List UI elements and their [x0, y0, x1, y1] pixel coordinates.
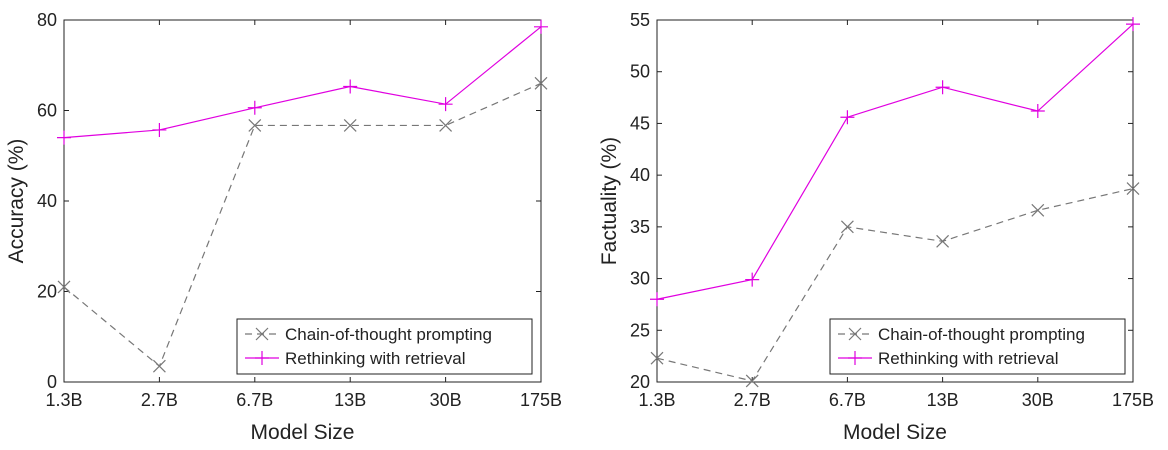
- data-point-marker: [152, 359, 166, 373]
- data-point-marker: [745, 272, 760, 287]
- data-point-marker: [438, 97, 453, 112]
- y-tick-label: 45: [630, 113, 650, 133]
- data-point-marker: [745, 374, 759, 388]
- data-point-marker: [152, 122, 167, 137]
- legend-box: [829, 318, 1126, 375]
- data-point-marker: [439, 119, 453, 132]
- x-tick-label: 13B: [334, 390, 366, 410]
- x-axis-title: Model Size: [843, 421, 947, 444]
- y-tick-label: 35: [630, 217, 650, 237]
- legend-entry-label: Chain-of-thought prompting: [878, 325, 1085, 344]
- data-point-marker: [840, 110, 855, 125]
- data-point-marker: [343, 119, 357, 132]
- x-tick-label: 1.3B: [638, 390, 675, 410]
- data-point-marker: [343, 79, 358, 94]
- factuality-chart-panel: 1.3B 2.7B 6.7B 13B 30B 175B 20 25 30 35 40 45 50 55 Mo…: [598, 10, 1154, 444]
- data-point-marker: [534, 76, 548, 90]
- x-tick-label: 175B: [520, 390, 562, 410]
- data-point-marker: [650, 292, 664, 307]
- y-tick-label: 60: [37, 101, 57, 121]
- y-tick-label: 50: [630, 62, 650, 82]
- series-line-chain-of-thought: [656, 188, 1134, 382]
- y-tick-label: 20: [630, 372, 650, 392]
- data-point-marker: [57, 280, 71, 294]
- data-point-marker: [840, 220, 854, 234]
- legend-entry-label: Rethinking with retrieval: [285, 349, 465, 368]
- x-tick-label: 2.7B: [141, 390, 178, 410]
- data-point-marker: [1030, 104, 1045, 119]
- series-line-chain-of-thought: [63, 82, 542, 368]
- legend-entry-label: Chain-of-thought prompting: [285, 325, 492, 344]
- legend-swatch-marker: [255, 351, 269, 365]
- x-tick-label: 175B: [1112, 390, 1154, 410]
- data-point-marker: [1126, 182, 1140, 196]
- y-tick-label: 25: [630, 320, 650, 340]
- data-point-marker: [248, 119, 262, 132]
- y-axis-title: Accuracy (%): [5, 139, 28, 264]
- y-tick-label: 55: [630, 10, 650, 30]
- x-tick-label: 1.3B: [45, 390, 82, 410]
- y-axis-title: Factuality (%): [598, 137, 621, 265]
- data-point-marker: [247, 100, 262, 115]
- data-point-marker: [1031, 203, 1045, 217]
- x-axis-title: Model Size: [251, 421, 355, 444]
- data-point-marker: [935, 80, 950, 95]
- y-tick-label: 80: [37, 10, 57, 30]
- legend-swatch-marker: [848, 351, 862, 365]
- data-point-marker: [534, 19, 548, 34]
- data-point-marker: [650, 351, 664, 365]
- x-tick-label: 30B: [1022, 390, 1054, 410]
- y-tick-label: 40: [37, 191, 57, 211]
- data-point-marker: [1126, 17, 1140, 32]
- data-point-marker: [57, 130, 71, 145]
- y-tick-label: 40: [630, 165, 650, 185]
- accuracy-chart-panel: 1.3B 2.7B 6.7B 13B 30B 175B 0 20 40 60 80 Model Siz…: [5, 10, 562, 444]
- series-line-rethinking: [63, 26, 542, 139]
- data-point-marker: [936, 234, 950, 248]
- y-tick-label: 30: [630, 269, 650, 289]
- x-tick-label: 30B: [430, 390, 462, 410]
- legend-swatch-marker: [255, 327, 269, 341]
- legend-entry-label: Rethinking with retrieval: [878, 349, 1058, 368]
- legend-swatch-marker: [848, 327, 862, 341]
- plot-frame: [656, 19, 1134, 383]
- series-line-rethinking: [656, 23, 1134, 300]
- y-tick-label: 0: [47, 372, 57, 392]
- x-tick-label: 2.7B: [734, 390, 771, 410]
- x-tick-label: 6.7B: [829, 390, 866, 410]
- x-tick-label: 13B: [927, 390, 959, 410]
- x-tick-label: 6.7B: [236, 390, 273, 410]
- y-tick-label: 20: [37, 282, 57, 302]
- legend-box: [236, 318, 533, 375]
